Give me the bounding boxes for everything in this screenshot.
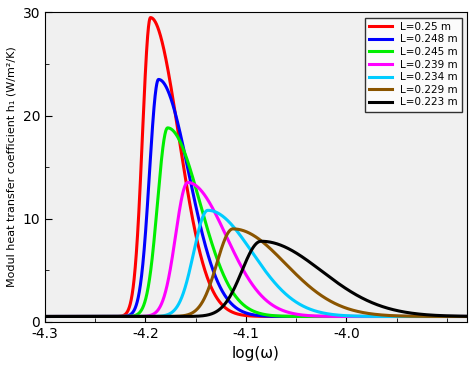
L=0.229 m — [464, 314, 470, 319]
L=0.248 m — [195, 212, 201, 217]
L=0.223 m — [130, 314, 136, 319]
L=0.239 m — [464, 314, 470, 319]
L=0.248 m — [241, 310, 247, 315]
L=0.245 m — [432, 314, 438, 319]
L=0.234 m — [464, 314, 470, 319]
L=0.248 m — [310, 314, 316, 319]
L=0.248 m — [42, 314, 48, 319]
L=0.229 m — [195, 307, 201, 311]
L=0.229 m — [130, 314, 136, 319]
L=0.229 m — [292, 272, 298, 276]
L=0.223 m — [432, 313, 438, 318]
L=0.239 m — [241, 269, 247, 274]
L=0.234 m — [241, 239, 247, 243]
Line: L=0.239 m: L=0.239 m — [45, 183, 467, 316]
L=0.239 m — [292, 312, 298, 316]
L=0.248 m — [130, 310, 136, 314]
L=0.223 m — [310, 262, 316, 267]
L=0.245 m — [165, 125, 171, 130]
L=0.245 m — [130, 314, 136, 318]
L=0.239 m — [42, 314, 48, 319]
L=0.25 m — [130, 286, 136, 290]
L=0.239 m — [185, 180, 191, 185]
L=0.234 m — [432, 314, 438, 319]
L=0.223 m — [195, 314, 201, 318]
L=0.25 m — [432, 314, 438, 319]
L=0.234 m — [42, 314, 48, 319]
L=0.248 m — [156, 77, 162, 82]
L=0.248 m — [292, 314, 298, 319]
L=0.229 m — [310, 287, 316, 292]
Line: L=0.223 m: L=0.223 m — [45, 241, 467, 316]
L=0.229 m — [42, 314, 48, 319]
L=0.245 m — [464, 314, 470, 319]
L=0.25 m — [464, 314, 470, 319]
L=0.25 m — [42, 314, 48, 319]
L=0.223 m — [42, 314, 48, 319]
L=0.239 m — [195, 185, 201, 189]
L=0.25 m — [310, 314, 316, 319]
L=0.234 m — [310, 308, 316, 312]
L=0.234 m — [130, 314, 136, 319]
X-axis label: log(ω): log(ω) — [232, 346, 280, 361]
L=0.245 m — [310, 314, 316, 319]
L=0.248 m — [432, 314, 438, 319]
L=0.234 m — [195, 233, 201, 237]
L=0.223 m — [241, 263, 247, 268]
L=0.234 m — [292, 300, 298, 304]
Line: L=0.229 m: L=0.229 m — [45, 229, 467, 316]
L=0.229 m — [432, 314, 438, 319]
L=0.229 m — [241, 229, 247, 233]
Legend: L=0.25 m, L=0.248 m, L=0.245 m, L=0.239 m, L=0.234 m, L=0.229 m, L=0.223 m: L=0.25 m, L=0.248 m, L=0.245 m, L=0.239 … — [365, 18, 462, 112]
L=0.239 m — [310, 314, 316, 318]
L=0.223 m — [464, 314, 470, 318]
L=0.223 m — [292, 250, 298, 255]
L=0.223 m — [258, 239, 264, 244]
L=0.25 m — [195, 241, 201, 245]
L=0.239 m — [432, 314, 438, 319]
Line: L=0.248 m: L=0.248 m — [45, 79, 467, 316]
L=0.245 m — [292, 314, 298, 319]
Line: L=0.234 m: L=0.234 m — [45, 210, 467, 316]
L=0.25 m — [292, 314, 298, 319]
L=0.245 m — [195, 192, 201, 197]
Line: L=0.245 m: L=0.245 m — [45, 128, 467, 316]
L=0.239 m — [130, 314, 136, 319]
L=0.245 m — [42, 314, 48, 319]
L=0.25 m — [148, 15, 154, 20]
L=0.25 m — [241, 313, 247, 318]
Line: L=0.25 m: L=0.25 m — [45, 18, 467, 316]
L=0.229 m — [230, 227, 236, 231]
L=0.234 m — [205, 208, 210, 213]
Y-axis label: Modul heat transfer coefficient h₁ (W/m²/K): Modul heat transfer coefficient h₁ (W/m²… — [7, 47, 17, 287]
L=0.248 m — [464, 314, 470, 319]
L=0.245 m — [241, 303, 247, 308]
